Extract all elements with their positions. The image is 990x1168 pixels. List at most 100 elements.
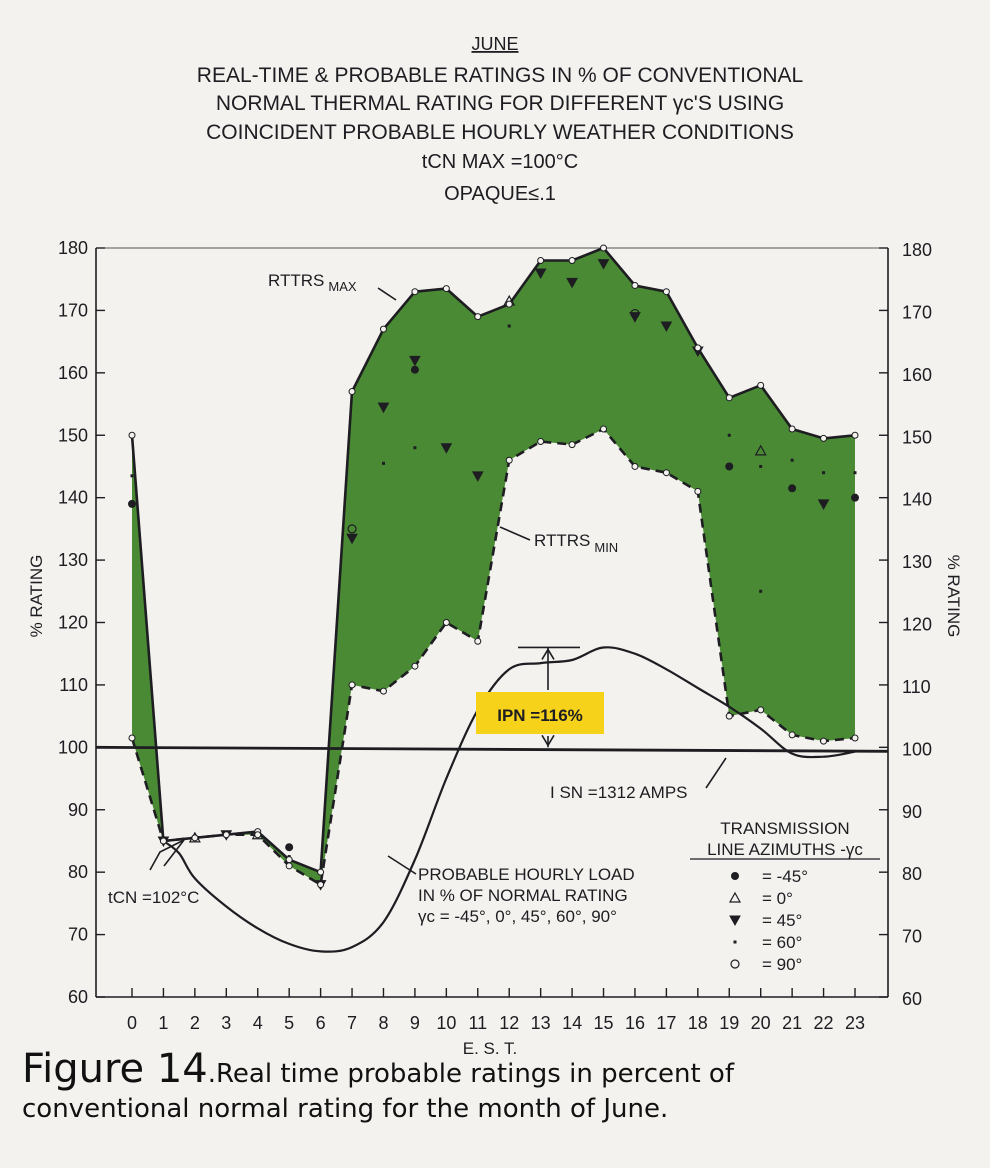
y-tick-label-right: 140: [902, 490, 932, 510]
rttrs-max-point: [662, 288, 670, 296]
rttrs-min-point: [757, 706, 765, 714]
chart-title: JUNE: [471, 34, 518, 54]
x-tick-label: 1: [158, 1013, 168, 1033]
rttrs-max-point: [631, 281, 639, 289]
rttrs-min-point: [694, 487, 702, 495]
x-tick-label: 0: [127, 1013, 137, 1033]
rttrs-max-point: [568, 256, 576, 264]
rttrs-max-point: [348, 388, 356, 396]
caption-body: .Real time probable ratings in percent o…: [207, 1059, 734, 1089]
legend-title-line: LINE AZIMUTHS -γc: [707, 840, 863, 859]
rttrs-min-point: [379, 687, 387, 695]
chart-subtitle-line: COINCIDENT PROBABLE HOURLY WEATHER CONDI…: [206, 121, 794, 144]
azimuth-marker: [377, 402, 390, 414]
x-tick-label: 18: [688, 1013, 708, 1033]
rttrs-max-point: [820, 434, 828, 442]
rttrs-max-point: [694, 344, 702, 352]
azimuth-marker: [409, 355, 421, 367]
chart-subtitle-line: OPAQUE≤.1: [444, 183, 556, 205]
x-tick-label: 13: [531, 1013, 551, 1033]
x-tick-label: 5: [284, 1013, 294, 1033]
x-tick-label: 2: [190, 1013, 200, 1033]
arrow-isn: [705, 757, 727, 789]
arrow-rttrs-max: [377, 287, 397, 301]
rttrs-min-point: [662, 469, 670, 477]
azimuth-marker: [629, 312, 641, 323]
rttrs-min-point: [820, 737, 828, 745]
rttrs-max-point: [442, 285, 450, 293]
azimuth-marker: [381, 461, 385, 465]
rttrs-min-point: [537, 437, 545, 445]
azimuth-marker: [285, 843, 294, 852]
y-tick-label-left: 180: [58, 238, 88, 258]
rttrs-min-point: [788, 731, 796, 739]
x-tick-label: 3: [221, 1013, 231, 1033]
x-tick-label: 9: [410, 1013, 420, 1033]
rttrs-min-point: [725, 712, 733, 720]
y-tick-label-right: 80: [902, 864, 922, 884]
y-tick-label-left: 150: [58, 425, 88, 445]
rttrs-max-point: [411, 288, 419, 296]
x-tick-label: 6: [316, 1013, 326, 1033]
y-tick-label-left: 120: [58, 613, 88, 633]
y-tick-label-right: 60: [902, 989, 922, 1009]
azimuth-markers: [128, 244, 859, 891]
rttrs-max-point: [757, 381, 765, 389]
rttrs-min-line: [130, 427, 856, 886]
x-tick-label: 20: [751, 1013, 771, 1033]
label-ipn: IPN =116%: [497, 706, 583, 725]
label-load-line: γc = -45°, 0°, 45°, 60°, 90°: [418, 907, 617, 926]
x-tick-label: 11: [468, 1013, 487, 1033]
chart-subtitle-line: REAL-TIME & PROBABLE RATINGS IN % OF CON…: [197, 64, 803, 87]
rttrs-max-point: [725, 394, 733, 402]
y-tick-label-right: 70: [902, 927, 922, 947]
x-tick-label: 19: [719, 1013, 739, 1033]
legend-entry-label: = -45°: [762, 867, 808, 886]
rttrs-min-point: [254, 831, 262, 839]
y-tick-label-right: 100: [902, 739, 932, 759]
arrow-rttrs-min: [499, 526, 531, 541]
azimuth-marker: [822, 471, 826, 475]
rttrs-min-point: [128, 734, 136, 742]
legend: TRANSMISSION LINE AZIMUTHS -γc = -45° = 0° =…: [690, 819, 880, 974]
x-tick-label: 7: [347, 1013, 357, 1033]
y-tick-label-left: 110: [59, 675, 88, 695]
x-tick-label: 21: [782, 1013, 802, 1033]
rttrs-min-point: [505, 456, 513, 464]
rttrs-max-point: [474, 313, 482, 321]
azimuth-marker: [128, 499, 136, 508]
legend-symbol: [728, 891, 742, 903]
azimuth-marker: [817, 499, 830, 510]
rttrs-max-point: [285, 856, 293, 864]
rttrs-band-fill: [132, 248, 855, 885]
azimuth-marker: [597, 259, 610, 270]
azimuth-marker: [759, 464, 763, 468]
x-tick-label: 17: [656, 1013, 676, 1033]
arrow-load: [387, 855, 417, 875]
figure-caption: Figure 14.Real time probable ratings in …: [22, 1046, 972, 1124]
label-rttrs-max: RTTRS MAX: [268, 271, 357, 294]
azimuth-marker: [440, 443, 453, 454]
rttrs-max-point: [851, 431, 859, 439]
label-isn: I SN =1312 AMPS: [550, 783, 688, 802]
x-tick-label: 4: [253, 1013, 263, 1033]
rttrs-max-point: [379, 325, 387, 333]
x-tick-label: 10: [436, 1013, 456, 1033]
rttrs-max-point: [317, 868, 325, 876]
y-tick-label-right: 160: [902, 365, 932, 385]
legend-symbol: [729, 915, 741, 927]
azimuth-marker: [788, 484, 797, 493]
y-tick-label-left: 70: [68, 925, 88, 945]
azimuth-marker: [347, 524, 357, 534]
y-axis-title-right: % RATING: [944, 555, 963, 638]
ipn-highlight: [476, 692, 604, 734]
rttrs-min-point: [442, 619, 450, 626]
azimuth-marker: [725, 462, 734, 471]
rttrs-min-point: [348, 681, 356, 689]
y-tick-label-left: 160: [58, 363, 88, 383]
azimuth-marker: [851, 493, 859, 502]
x-axis-title: E. S. T.: [463, 1039, 518, 1058]
azimuth-marker: [660, 321, 673, 333]
legend-symbol: [730, 959, 740, 969]
